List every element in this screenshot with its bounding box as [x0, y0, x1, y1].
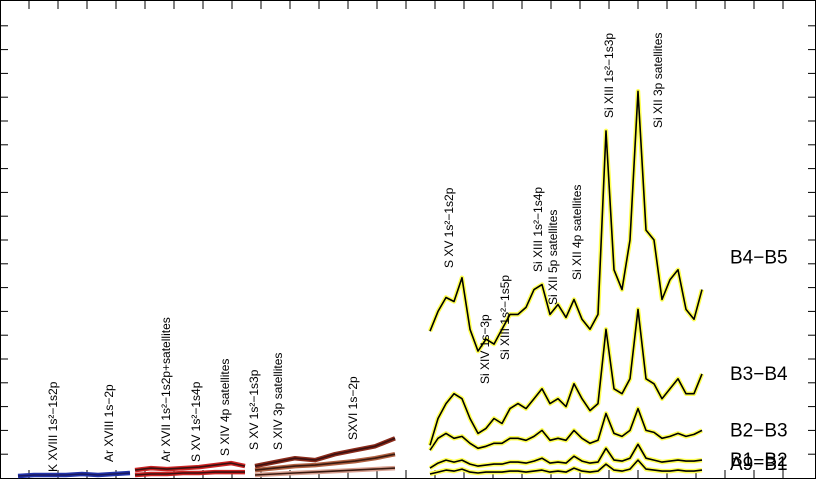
annotation: Si XII 3p satellites	[651, 33, 665, 128]
series-label: B2−B3	[730, 420, 788, 441]
line	[429, 443, 703, 469]
annotation: S XV 1s²−1s4p	[189, 381, 203, 462]
annotation: Si XIII 1s²−1s5p	[498, 275, 512, 360]
annotation: S XV 1s²−1s3p	[247, 369, 261, 450]
line	[254, 467, 396, 476]
annotation: Si XIII 1s²−1s4p	[531, 187, 545, 272]
line	[134, 462, 246, 471]
annotation: S XV 1s²−1s2p	[442, 187, 456, 268]
line	[429, 407, 703, 451]
annotation: Si XIII 1s²−1s3p	[602, 33, 616, 118]
annotation: SXVI 1s−2p	[346, 376, 360, 440]
series-label: B1−B2	[730, 450, 788, 471]
line-glow	[427, 89, 705, 354]
line	[429, 90, 703, 352]
series-label: A9−B1	[730, 454, 788, 475]
series-label: B4−B5	[730, 248, 788, 269]
line	[254, 453, 396, 471]
annotation: Ar XVIII 1s−2p	[102, 384, 116, 462]
line	[17, 472, 131, 477]
annotation: Si XII 5p satellites	[546, 210, 560, 305]
annotation: Ar XVII 1s²−1s2p+satellites	[159, 317, 173, 462]
series-label: B3−B4	[730, 364, 788, 385]
annotation: K XVIII 1s²−1s2p	[46, 381, 60, 472]
annotation: S XIV 3p satellites	[271, 353, 285, 450]
line	[134, 471, 245, 476]
line	[429, 459, 703, 475]
line	[254, 437, 396, 467]
annotation: S XIV 4p satellites	[218, 359, 232, 456]
annotation: Si XIV 1s−3p	[478, 314, 492, 384]
annotation: Si XII 4p satellites	[570, 185, 584, 280]
line	[429, 308, 703, 446]
